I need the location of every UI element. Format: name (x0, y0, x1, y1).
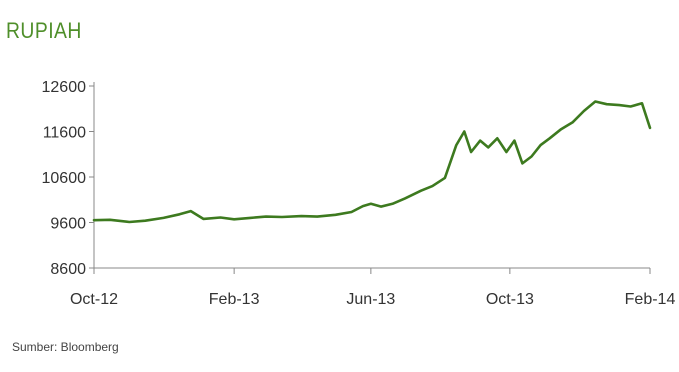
rupiah-series-line (92, 100, 652, 224)
axes (89, 82, 651, 274)
x-tick-label: Feb-14 (625, 291, 676, 308)
source-note: Sumber: Bloomberg (12, 340, 119, 354)
x-tick-label: Jun-13 (346, 291, 395, 308)
tick-labels: 8600 9600 10600 11600 12600 Oct-12 Feb-13 Jun-1… (42, 79, 676, 308)
series-layer (92, 100, 652, 224)
x-tick-label: Oct-13 (486, 291, 534, 308)
y-tick-label: 11600 (43, 125, 86, 142)
y-tick-label: 8600 (50, 261, 86, 278)
y-tick-label: 9600 (50, 216, 86, 233)
y-tick-label: 10600 (42, 170, 87, 187)
x-tick-label: Oct-12 (70, 291, 118, 308)
chart-title: RUPIAH (6, 18, 82, 43)
y-tick-label: 12600 (42, 79, 87, 96)
x-tick-label: Feb-13 (209, 291, 260, 308)
